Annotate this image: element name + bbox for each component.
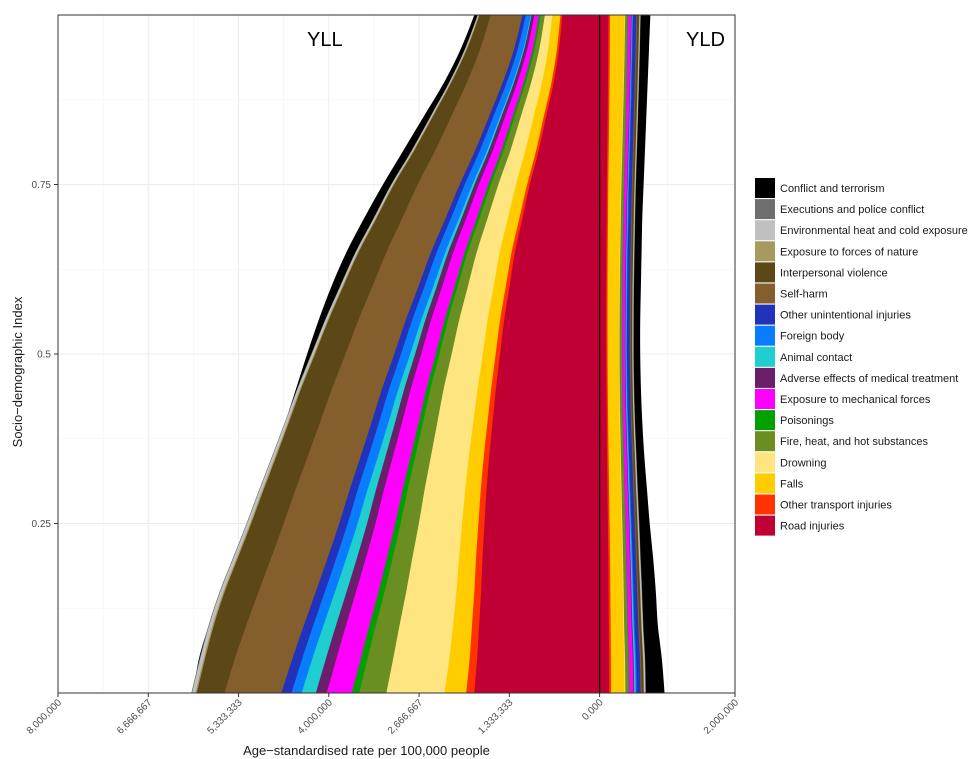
x-tick-label: 0.000 <box>580 697 606 723</box>
legend-swatch-fire-heat-and-hot-substances <box>755 431 775 452</box>
y-axis-title: Socio−demographic Index <box>10 296 25 447</box>
legend-swatch-other-unintentional-injuries <box>755 304 775 325</box>
legend-label-falls: Falls <box>780 478 804 490</box>
panel-label-yll: YLL <box>307 29 343 51</box>
legend-swatch-falls <box>755 473 775 494</box>
area-layers <box>191 15 665 693</box>
legend-swatch-other-transport-injuries <box>755 494 775 515</box>
x-tick-label: 5,333,333 <box>205 697 245 737</box>
legend-label-self-harm: Self-harm <box>780 289 828 301</box>
y-tick-label: 0.5 <box>37 350 51 361</box>
x-tick-label: 8,000,000 <box>25 697 65 737</box>
y-tick-label: 0.75 <box>32 180 52 191</box>
legend-label-road-injuries: Road injuries <box>780 521 845 533</box>
x-axis-title: Age−standardised rate per 100,000 people <box>243 743 490 758</box>
legend-swatch-drowning <box>755 452 775 473</box>
y-axis: 0.25 0.5 0.75 <box>32 180 58 530</box>
legend-label-exposure-to-forces-of-nature: Exposure to forces of nature <box>780 246 918 258</box>
legend-swatch-exposure-to-forces-of-nature <box>755 241 775 262</box>
x-tick-label: 6,666,667 <box>115 697 155 737</box>
legend-label-environmental-heat-and-cold-exposure: Environmental heat and cold exposure <box>780 225 968 237</box>
legend: Conflict and terrorism Executions and pol… <box>755 178 968 536</box>
legend-label-exposure-to-mechanical-forces: Exposure to mechanical forces <box>780 394 931 406</box>
legend-swatch-environmental-heat-and-cold-exposure <box>755 220 775 241</box>
legend-label-other-transport-injuries: Other transport injuries <box>780 500 892 512</box>
legend-swatch-adverse-effects-of-medical-treatment <box>755 367 775 388</box>
legend-label-poisonings: Poisonings <box>780 415 834 427</box>
y-tick-label: 0.25 <box>32 519 52 530</box>
x-tick-label: 2,666,667 <box>386 697 426 737</box>
legend-label-fire-heat-and-hot-substances: Fire, heat, and hot substances <box>780 436 928 448</box>
legend-swatch-self-harm <box>755 283 775 304</box>
legend-label-drowning: Drowning <box>780 457 826 469</box>
legend-swatch-conflict-and-terrorism <box>755 178 775 198</box>
legend-label-executions-and-police-conflict: Executions and police conflict <box>780 204 924 216</box>
legend-swatch-road-injuries <box>755 515 775 536</box>
x-tick-label: 2,000,000 <box>702 697 742 737</box>
legend-swatch-animal-contact <box>755 346 775 367</box>
legend-swatch-poisonings <box>755 410 775 431</box>
legend-label-other-unintentional-injuries: Other unintentional injuries <box>780 310 911 322</box>
panel-label-yld: YLD <box>686 29 725 51</box>
x-tick-label: 1,333,333 <box>476 697 516 737</box>
legend-swatch-interpersonal-violence <box>755 262 775 283</box>
legend-swatch-foreign-body <box>755 325 775 346</box>
legend-label-conflict-and-terrorism: Conflict and terrorism <box>780 183 885 195</box>
legend-label-foreign-body: Foreign body <box>780 331 845 343</box>
legend-swatch-executions-and-police-conflict <box>755 199 775 220</box>
legend-label-animal-contact: Animal contact <box>780 352 852 364</box>
legend-label-interpersonal-violence: Interpersonal violence <box>780 267 888 279</box>
legend-label-adverse-effects-of-medical-treatment: Adverse effects of medical treatment <box>780 373 958 385</box>
area-road-injuries <box>474 15 610 693</box>
x-axis: 8,000,000 6,666,667 5,333,333 4,000,000 2,66… <box>25 693 742 737</box>
legend-swatch-exposure-to-mechanical-forces <box>755 389 775 409</box>
stacked-areas <box>191 15 665 693</box>
x-tick-label: 4,000,000 <box>296 697 336 737</box>
